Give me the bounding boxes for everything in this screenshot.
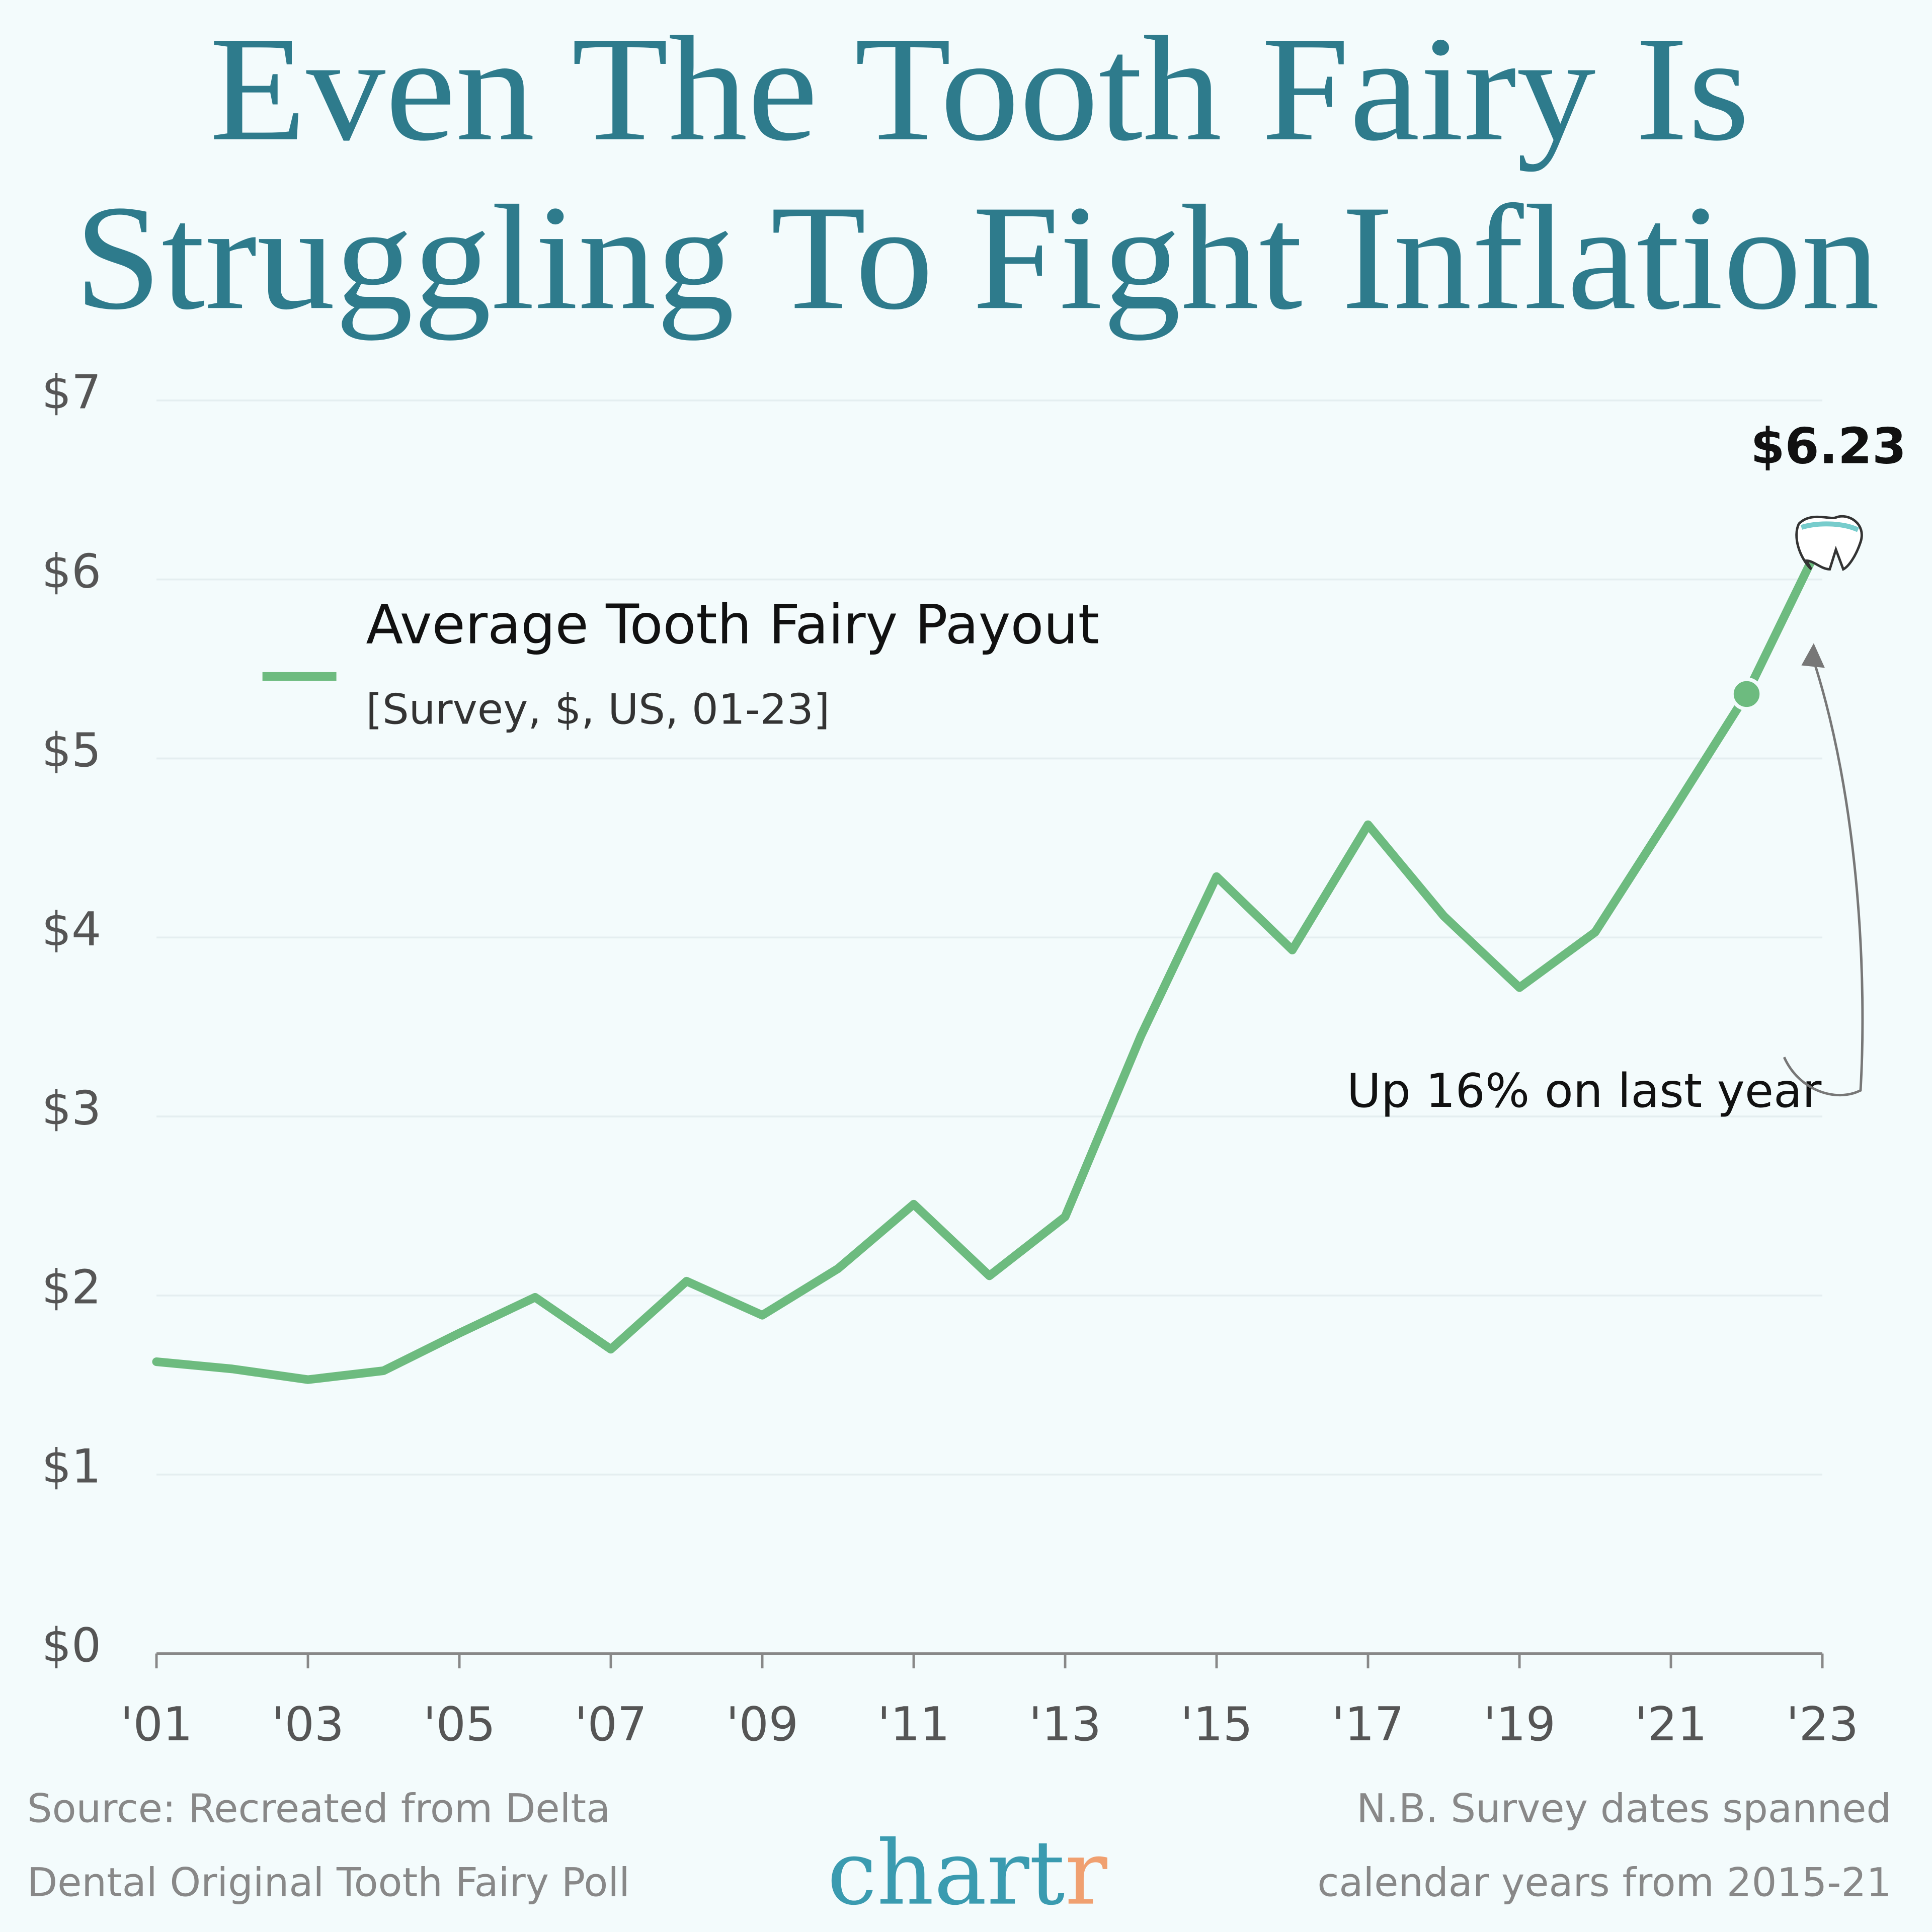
y-tick-label: $0 bbox=[42, 1618, 101, 1672]
y-tick-label: $1 bbox=[42, 1439, 101, 1493]
logo-text: r bbox=[1065, 1821, 1108, 1925]
x-tick-label: '07 bbox=[575, 1697, 647, 1751]
data-line bbox=[152, 534, 1827, 1384]
logo: chartr bbox=[827, 1821, 1108, 1925]
plot: $0 $1 $2 $3 $4 $5 $6 $7 '01 '03 '05 '07 '09 '11 '13 '15… bbox=[42, 365, 1906, 1751]
legend-subtitle: [Survey, $, US, 01-23] bbox=[366, 685, 830, 734]
x-tick-label: '21 bbox=[1635, 1697, 1707, 1751]
source: Source: Recreated from Delta bbox=[27, 1786, 610, 1831]
y-tick-label: $6 bbox=[42, 544, 101, 598]
x-tick-label: '19 bbox=[1483, 1697, 1556, 1751]
arrow bbox=[1783, 653, 1864, 1097]
chart-title: Even The Tooth Fairy Is bbox=[209, 6, 1749, 172]
y-tick-label: $4 bbox=[42, 902, 101, 956]
chart-title: Struggling To Fight Inflation bbox=[74, 174, 1880, 341]
note: calendar years from 2015-21 bbox=[1317, 1860, 1891, 1905]
x-tick-label: '13 bbox=[1029, 1697, 1101, 1751]
note: N.B. Survey dates spanned bbox=[1356, 1786, 1891, 1831]
x-tick-label: '11 bbox=[877, 1697, 950, 1751]
x-tick-label: '15 bbox=[1180, 1697, 1253, 1751]
x-tick-label: '01 bbox=[120, 1697, 193, 1751]
arrowhead bbox=[1801, 643, 1825, 668]
y-tick-label: $7 bbox=[42, 365, 101, 420]
annotation: Up 16% on last year bbox=[1347, 1064, 1822, 1118]
legend-label: Average Tooth Fairy Payout bbox=[366, 593, 1099, 656]
logo-text: chart bbox=[827, 1821, 1065, 1925]
tooth-icon bbox=[1795, 515, 1863, 571]
x-tick-label: '23 bbox=[1786, 1697, 1859, 1751]
value-label: $6.23 bbox=[1750, 418, 1906, 475]
source: Dental Original Tooth Fairy Poll bbox=[27, 1860, 630, 1905]
y-tick-label: $5 bbox=[42, 723, 101, 777]
y-tick-label: $3 bbox=[42, 1081, 101, 1136]
x-tick-label: '09 bbox=[726, 1697, 798, 1751]
highlight-point bbox=[1730, 677, 1763, 711]
x-tick-label: '03 bbox=[272, 1697, 344, 1751]
x-tick-label: '17 bbox=[1332, 1697, 1404, 1751]
y-tick-label: $2 bbox=[42, 1260, 101, 1315]
x-tick-label: '05 bbox=[423, 1697, 496, 1751]
